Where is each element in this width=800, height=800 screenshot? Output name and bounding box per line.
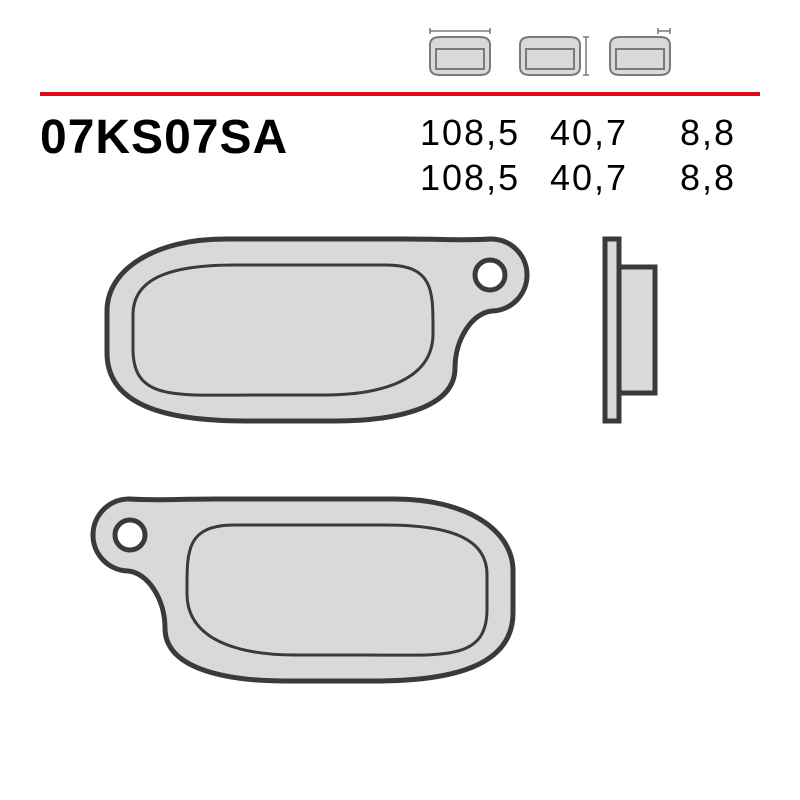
- part-number: 07KS07SA: [40, 110, 288, 165]
- side-view: [605, 239, 655, 421]
- header-dimension-icons: [420, 25, 680, 80]
- front-view: [107, 239, 527, 421]
- table-row: 108,5 40,7 8,8: [420, 155, 770, 200]
- table-row: 108,5 40,7 8,8: [420, 110, 770, 155]
- dim-width: 108,5: [420, 155, 550, 200]
- accent-divider: [40, 92, 760, 96]
- pad-height-icon: [510, 25, 590, 80]
- pad-bottom: [93, 499, 513, 681]
- front-view: [93, 499, 513, 681]
- brake-pad-drawing: [40, 225, 760, 760]
- pad-thickness-icon: [600, 25, 680, 80]
- dim-thickness: 8,8: [680, 155, 770, 200]
- dim-height: 40,7: [550, 155, 680, 200]
- dimensions-table: 108,5 40,7 8,8 108,5 40,7 8,8: [420, 110, 770, 200]
- dim-width: 108,5: [420, 110, 550, 155]
- dim-thickness: 8,8: [680, 110, 770, 155]
- technical-drawing-area: [40, 225, 760, 760]
- pad-top: [107, 239, 655, 421]
- dim-height: 40,7: [550, 110, 680, 155]
- pad-width-icon: [420, 25, 500, 80]
